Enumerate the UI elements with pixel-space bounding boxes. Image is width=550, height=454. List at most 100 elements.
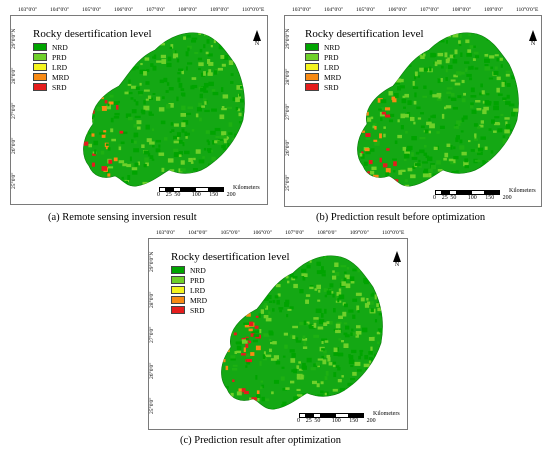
latitude-tick: 28°0'0"	[11, 67, 17, 84]
scale-number: 100	[331, 418, 341, 424]
scale-number: 0	[433, 195, 436, 201]
legend-item-nrd: NRD	[305, 42, 424, 52]
legend-label: MRD	[52, 72, 70, 82]
legend-swatch	[305, 73, 319, 81]
legend-label: MRD	[190, 295, 208, 305]
longitude-tick: 106°0'0"	[114, 7, 134, 13]
legend-swatch	[305, 53, 319, 61]
north-arrow-icon: N	[527, 30, 539, 47]
legend-label: NRD	[190, 265, 206, 275]
legend-item-prd: PRD	[33, 52, 152, 62]
legend-swatch	[305, 43, 319, 51]
caption-b: (b) Prediction result before optimizatio…	[316, 212, 486, 223]
legend-item-prd: PRD	[305, 52, 424, 62]
legend-title: Rocky desertification level	[171, 251, 290, 263]
scale-number: 100	[191, 192, 201, 198]
legend-swatch	[171, 286, 185, 294]
scale-number: 0	[157, 192, 160, 198]
legend-item-mrd: MRD	[171, 295, 290, 305]
map-panel-a: Rocky desertification level NRD PRD LRD MRD…	[10, 15, 268, 205]
scale-number: 25	[305, 418, 312, 424]
scale-number: 25	[441, 195, 448, 201]
latitude-tick: 26°0'0"	[285, 139, 291, 156]
scale-number: 0	[297, 418, 300, 424]
legend-label: PRD	[190, 275, 205, 285]
legend-b: Rocky desertification level NRD PRD LRD MRD…	[305, 28, 424, 92]
map-panel-b: Rocky desertification level NRD PRD LRD MRD…	[284, 15, 542, 207]
scale-unit: Kilometers	[233, 185, 260, 191]
legend-title: Rocky desertification level	[305, 28, 424, 40]
map-panel-c: Rocky desertification level NRD PRD LRD MRD…	[148, 238, 408, 430]
legend-item-srd: SRD	[305, 82, 424, 92]
longitude-tick: 110°0'0"E	[382, 230, 405, 236]
legend-swatch	[305, 63, 319, 71]
desertification-map-a	[83, 32, 245, 187]
latitude-tick: 27°0'0"	[11, 102, 17, 119]
north-arrow-icon: N	[251, 30, 263, 47]
scale-number: 25	[165, 192, 172, 198]
latitude-tick: 29°0'0"N	[149, 251, 155, 272]
legend-item-mrd: MRD	[305, 72, 424, 82]
longitude-tick: 103°0'0"	[18, 7, 38, 13]
longitude-tick: 109°0'0"	[484, 7, 504, 13]
longitude-tick: 107°0'0"	[420, 7, 440, 13]
longitude-tick: 105°0'0"	[220, 230, 240, 236]
longitude-tick: 105°0'0"	[82, 7, 102, 13]
legend-item-mrd: MRD	[33, 72, 152, 82]
longitude-tick: 103°0'0"	[156, 230, 176, 236]
longitude-tick: 105°0'0"	[356, 7, 376, 13]
desertification-map-c	[221, 255, 383, 410]
latitude-tick: 25°0'0"	[285, 174, 291, 191]
legend-swatch	[33, 63, 47, 71]
longitude-tick: 109°0'0"	[210, 7, 230, 13]
scale-number: 100	[467, 195, 477, 201]
legend-item-nrd: NRD	[33, 42, 152, 52]
legend-swatch	[33, 53, 47, 61]
legend-label: MRD	[324, 72, 342, 82]
scale-number: 50	[314, 418, 321, 424]
legend-label: NRD	[52, 42, 68, 52]
scale-unit: Kilometers	[373, 411, 400, 417]
legend-item-srd: SRD	[33, 82, 152, 92]
scale-bar: 0 25 50 100 150 200 Kilometers	[433, 188, 536, 202]
latitude-tick: 25°0'0"	[11, 172, 17, 189]
legend-label: PRD	[324, 52, 339, 62]
legend-swatch	[33, 83, 47, 91]
longitude-tick: 107°0'0"	[146, 7, 166, 13]
legend-item-lrd: LRD	[305, 62, 424, 72]
legend-c: Rocky desertification level NRD PRD LRD MRD…	[171, 251, 290, 315]
legend-label: PRD	[52, 52, 67, 62]
scale-number: 150	[349, 418, 359, 424]
legend-label: SRD	[190, 305, 205, 315]
longitude-tick: 108°0'0"	[178, 7, 198, 13]
legend-item-nrd: NRD	[171, 265, 290, 275]
latitude-tick: 29°0'0"N	[11, 28, 17, 49]
scale-number: 200	[502, 195, 512, 201]
longitude-tick: 104°0'0"	[50, 7, 70, 13]
legend-label: LRD	[52, 62, 67, 72]
longitude-tick: 104°0'0"	[324, 7, 344, 13]
legend-label: SRD	[52, 82, 67, 92]
latitude-tick: 28°0'0"	[149, 291, 155, 308]
latitude-tick: 28°0'0"	[285, 68, 291, 85]
legend-label: LRD	[190, 285, 205, 295]
legend-swatch	[171, 276, 185, 284]
caption-a: (a) Remote sensing inversion result	[48, 212, 197, 223]
legend-label: LRD	[324, 62, 339, 72]
latitude-tick: 26°0'0"	[149, 362, 155, 379]
legend-title: Rocky desertification level	[33, 28, 152, 40]
scale-unit: Kilometers	[509, 188, 536, 194]
legend-label: NRD	[324, 42, 340, 52]
latitude-tick: 25°0'0"	[149, 397, 155, 414]
longitude-tick: 103°0'0"	[292, 7, 312, 13]
latitude-tick: 29°0'0"N	[285, 28, 291, 49]
longitude-tick: 106°0'0"	[252, 230, 273, 236]
latitude-tick: 26°0'0"	[11, 137, 17, 154]
legend-item-lrd: LRD	[171, 285, 290, 295]
legend-item-lrd: LRD	[33, 62, 152, 72]
longitude-tick: 108°0'0"	[452, 7, 472, 13]
scale-bar: 0 25 50 100 150 200 Kilometers	[157, 185, 260, 199]
legend-swatch	[33, 73, 47, 81]
legend-label: SRD	[324, 82, 339, 92]
legend-swatch	[305, 83, 319, 91]
